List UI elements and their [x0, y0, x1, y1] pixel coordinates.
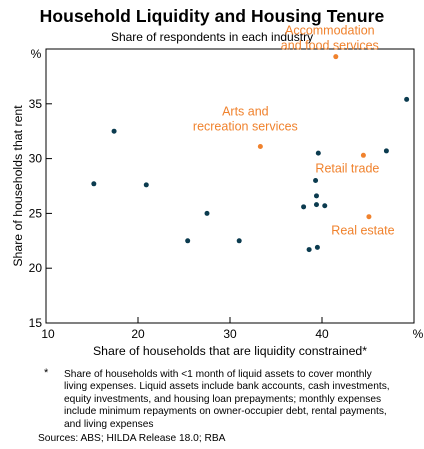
point-label: Retail trade	[315, 161, 379, 175]
industry-point	[236, 238, 242, 244]
highlight-point	[366, 214, 372, 220]
y-tick-label: 30	[29, 152, 43, 166]
x-tick-label: 10	[41, 327, 55, 341]
industry-point	[301, 204, 307, 210]
point-label: Real estate	[331, 224, 394, 238]
industry-point	[314, 244, 320, 250]
industry-point	[383, 148, 389, 154]
industry-point	[306, 247, 312, 253]
industry-point	[315, 150, 321, 156]
industry-point	[185, 238, 191, 244]
industry-point	[322, 203, 328, 209]
y-tick-label: 35	[29, 97, 43, 111]
x-tick-label: 30	[223, 327, 237, 341]
point-label: Arts and recreation services	[193, 105, 298, 134]
y-tick-label: 20	[29, 261, 43, 275]
y-axis-label: Share of households that rent	[11, 105, 25, 267]
highlight-point	[360, 152, 366, 158]
industry-point	[313, 178, 319, 184]
chart-title: Household Liquidity and Housing Tenure	[39, 6, 385, 26]
industry-point	[204, 210, 210, 216]
industry-point	[111, 128, 117, 134]
y-tick-label: 25	[29, 206, 43, 220]
chart-subtitle: Share of respondents in each industry	[110, 30, 314, 44]
x-tick-label: 40	[315, 327, 329, 341]
x-axis-label: Share of households that are liquidity c…	[93, 344, 367, 358]
x-tick-label: 20	[131, 327, 145, 341]
x-axis-unit: %	[413, 327, 424, 341]
y-axis-unit: %	[31, 47, 42, 61]
y-tick-label: 15	[29, 316, 43, 330]
highlight-point	[257, 144, 263, 150]
plot-frame	[45, 48, 415, 324]
industry-point	[313, 193, 319, 199]
industry-point	[404, 96, 410, 102]
industry-point	[91, 181, 97, 187]
point-label: Accommodation and food services	[281, 24, 379, 53]
industry-point	[313, 202, 319, 208]
highlight-point	[333, 54, 339, 60]
industry-point	[143, 182, 149, 188]
